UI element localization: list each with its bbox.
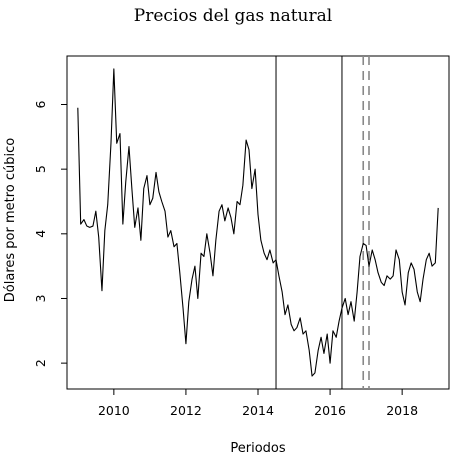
x-tick-label: 2014	[242, 403, 274, 418]
reference-lines	[275, 56, 370, 389]
chart-title: Precios del gas natural	[134, 6, 332, 26]
y-tick-label: 3	[33, 294, 48, 302]
y-tick-label: 5	[33, 165, 48, 173]
x-tick-label: 2012	[170, 403, 202, 418]
y-tick-label: 2	[33, 359, 48, 367]
x-tick-label: 2018	[386, 403, 418, 418]
y-tick-label: 6	[33, 100, 48, 108]
y-axis-label: Dólares por metro cúbico	[3, 138, 18, 302]
x-axis-label: Periodos	[230, 441, 285, 456]
x-tick-label: 2016	[314, 403, 346, 418]
y-tick-label: 4	[33, 230, 48, 238]
gas-price-line	[77, 68, 439, 377]
x-axis: 2010 2012 2014 2016 2018	[98, 389, 418, 418]
plot-frame	[66, 55, 450, 390]
x-tick-label: 2010	[98, 403, 130, 418]
y-axis: 2 3 4 5 6	[33, 100, 67, 367]
